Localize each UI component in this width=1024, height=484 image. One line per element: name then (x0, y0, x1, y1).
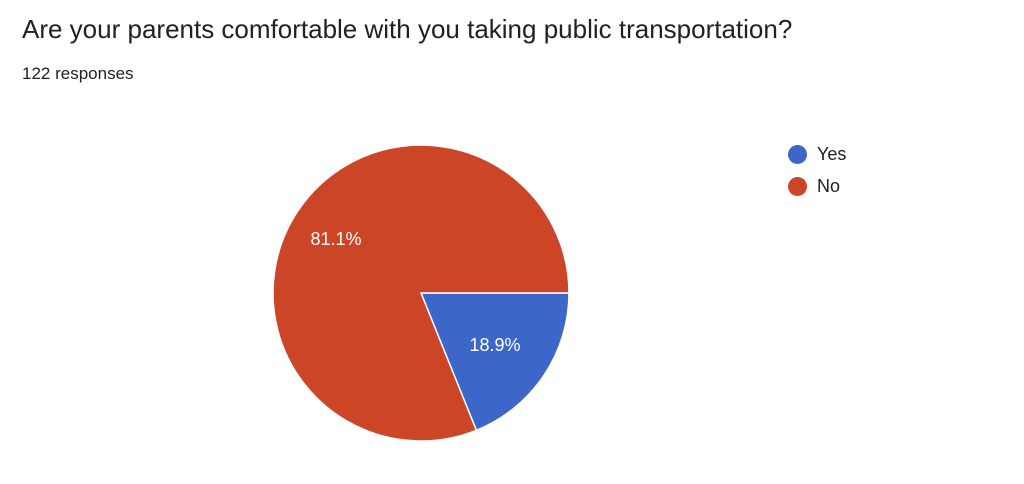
chart-legend: Yes No (788, 142, 846, 206)
pie-slice-no[interactable] (272, 144, 570, 442)
pie-label-yes: 18.9% (470, 335, 521, 355)
pie-labels: 18.9% 81.1% (310, 229, 520, 355)
pie-slices (272, 144, 570, 442)
legend-item-yes[interactable]: Yes (788, 142, 846, 166)
legend-item-no[interactable]: No (788, 174, 846, 198)
legend-swatch-no (788, 176, 807, 196)
question-title: Are your parents comfortable with you ta… (22, 14, 793, 44)
response-count: 122 responses (22, 64, 134, 83)
pie-label-no: 81.1% (310, 229, 361, 249)
pie-slice-yes[interactable] (419, 292, 570, 432)
legend-label-no: No (817, 176, 841, 196)
legend-label-yes: Yes (817, 144, 847, 164)
legend-swatch-yes (788, 144, 807, 164)
